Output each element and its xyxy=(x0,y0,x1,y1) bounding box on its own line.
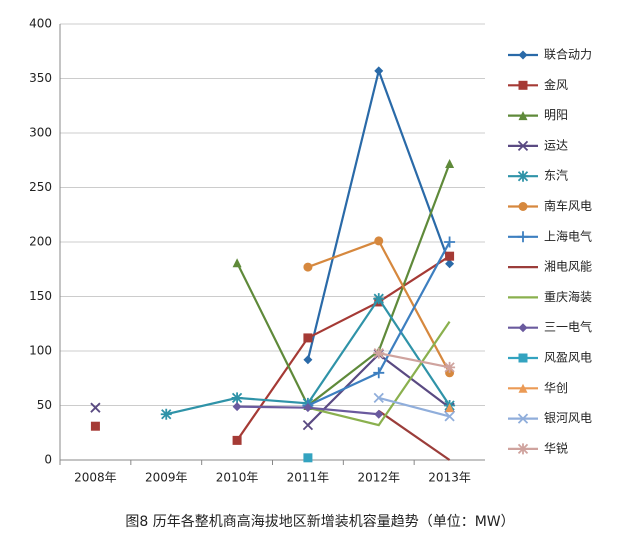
legend-marker xyxy=(517,443,529,455)
marker xyxy=(373,367,385,379)
legend-label: 上海电气 xyxy=(544,228,592,243)
marker xyxy=(160,408,172,420)
legend-label: 金风 xyxy=(544,77,568,92)
marker xyxy=(90,402,101,413)
chart-caption: 图8 历年各整机商高海拔地区新增装机容量趋势（单位：MW） xyxy=(125,513,514,530)
x-tick-label: 2012年 xyxy=(357,471,400,485)
marker xyxy=(302,419,314,431)
series-line xyxy=(306,67,451,360)
legend-label: 南车风电 xyxy=(544,198,592,213)
y-tick-label: 100 xyxy=(29,344,52,358)
legend-marker xyxy=(517,140,529,152)
x-tick-label: 2013年 xyxy=(428,471,471,485)
marker xyxy=(90,421,100,431)
legend-label: 明阳 xyxy=(544,108,568,122)
legend-marker xyxy=(518,323,528,333)
x-tick-label: 2008年 xyxy=(74,471,117,485)
series-line xyxy=(236,163,451,408)
marker xyxy=(444,411,455,422)
marker xyxy=(373,293,385,305)
x-tick-label: 2009年 xyxy=(145,471,188,485)
series-line xyxy=(236,255,451,442)
legend-marker xyxy=(517,231,529,243)
marker xyxy=(373,347,385,359)
y-tick-label: 200 xyxy=(29,235,52,249)
marker xyxy=(303,355,313,365)
y-tick-label: 300 xyxy=(29,126,52,140)
marker xyxy=(444,236,456,248)
legend-marker xyxy=(518,80,528,90)
legend-label: 三一电气 xyxy=(544,319,592,334)
legend-label: 银河风电 xyxy=(544,411,592,425)
marker xyxy=(445,251,455,261)
legend-label: 湘电风能 xyxy=(544,259,592,274)
legend-label: 华锐 xyxy=(544,441,568,455)
legend-marker xyxy=(518,353,528,363)
y-tick-label: 400 xyxy=(29,17,52,31)
marker xyxy=(303,262,313,272)
legend-marker xyxy=(518,111,528,121)
marker xyxy=(445,159,455,169)
marker xyxy=(303,403,313,413)
series-line xyxy=(378,410,451,461)
legend-label: 重庆海装 xyxy=(544,289,592,304)
legend-marker xyxy=(518,50,528,60)
y-tick-label: 0 xyxy=(44,453,52,467)
marker xyxy=(232,258,242,268)
legend-label: 东汽 xyxy=(544,168,568,183)
marker xyxy=(444,361,456,373)
marker xyxy=(374,66,384,76)
marker xyxy=(231,392,243,404)
legend-marker xyxy=(518,202,528,211)
legend-label: 华创 xyxy=(544,381,568,395)
y-tick-label: 150 xyxy=(29,289,52,303)
marker xyxy=(445,259,455,269)
marker xyxy=(303,453,313,463)
marker xyxy=(373,392,384,404)
legend-label: 风盈风电 xyxy=(544,351,592,365)
legend-marker xyxy=(517,170,529,182)
x-tick-label: 2010年 xyxy=(216,471,259,485)
legend-marker xyxy=(517,413,529,424)
marker xyxy=(374,236,384,246)
x-tick-label: 2011年 xyxy=(287,471,330,485)
series-line xyxy=(378,396,450,418)
y-tick-label: 250 xyxy=(29,180,52,194)
series-line xyxy=(307,241,451,407)
marker xyxy=(445,403,455,413)
legend-marker xyxy=(518,383,528,393)
marker xyxy=(303,333,313,343)
legend-label: 联合动力 xyxy=(544,47,592,62)
marker xyxy=(232,402,242,412)
legend-label: 运达 xyxy=(544,138,568,152)
marker xyxy=(374,409,384,419)
series-line xyxy=(307,320,451,427)
series-line xyxy=(378,352,450,369)
y-tick-label: 50 xyxy=(37,398,52,412)
y-tick-label: 350 xyxy=(29,71,52,85)
marker xyxy=(232,435,242,445)
